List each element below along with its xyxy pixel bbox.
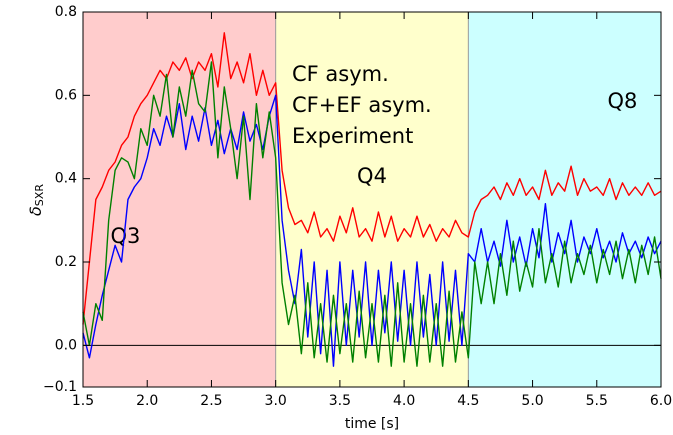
region-label: Q8	[608, 89, 638, 113]
legend-entry: Experiment	[292, 124, 413, 148]
series-line	[82, 94, 662, 367]
x-tick-label: 4.0	[393, 393, 415, 409]
y-axis-label: δSXR	[26, 184, 47, 216]
y-tick-label: 0.2	[55, 254, 77, 270]
legend-entry: CF+EF asym.	[292, 93, 432, 117]
y-tick-label: 0.0	[55, 337, 77, 353]
plot-frame	[82, 11, 662, 388]
y-tick-label: 0.6	[55, 87, 77, 103]
x-tick-label: 2.5	[200, 393, 222, 409]
y-subscript: SXR	[33, 184, 46, 207]
x-tick-label: 2.0	[136, 393, 158, 409]
y-symbol: δ	[26, 206, 45, 216]
region	[83, 12, 276, 387]
region	[275, 12, 469, 387]
x-tick-label: 5.5	[586, 393, 608, 409]
x-tick-label: 3.5	[329, 393, 351, 409]
x-tick-label: 3.0	[265, 393, 287, 409]
x-tick-label: 5.0	[521, 393, 543, 409]
series-line	[82, 32, 662, 325]
x-tick-label: 1.5	[72, 393, 94, 409]
x-axis-label: time [s]	[345, 416, 399, 432]
lines: CF asym. CF+EF asym. Experiment	[82, 32, 662, 367]
x-tick-label: 6.0	[650, 393, 672, 409]
axes: 1.5 2.0 2.5 3.0 3.5 4.0 4.5 5.0 5.5 6.0 −0.1 0.0 0.2…	[43, 4, 672, 409]
x-tick-label: 4.5	[457, 393, 479, 409]
y-tick-label: −0.1	[43, 379, 77, 395]
series-line	[82, 61, 662, 367]
legend-entry: CF asym.	[292, 62, 389, 86]
y-tick-label: 0.8	[55, 4, 77, 20]
region	[468, 12, 661, 387]
region-label: Q4	[357, 164, 387, 188]
y-tick-label: 0.4	[55, 171, 77, 187]
